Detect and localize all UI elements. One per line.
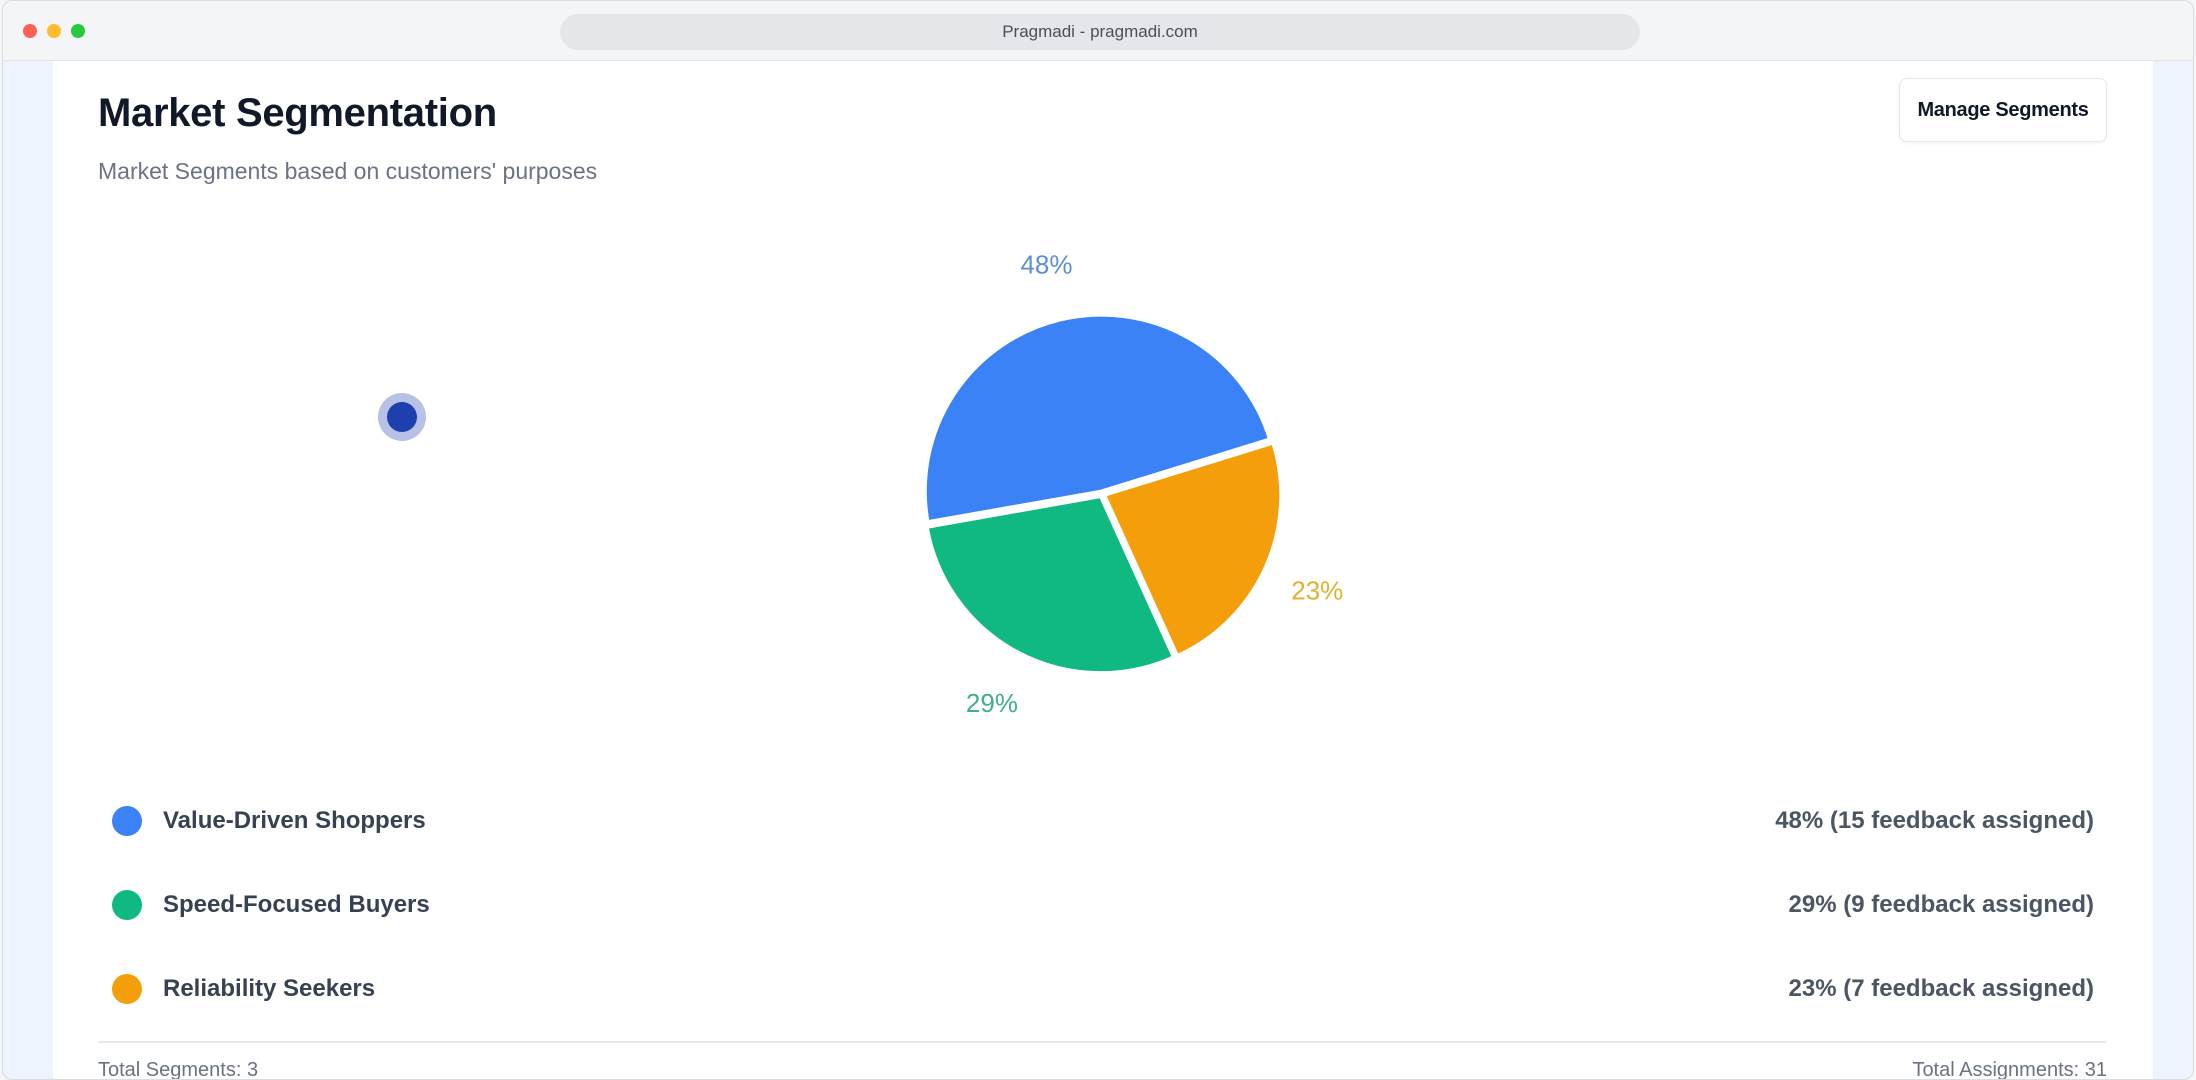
market-segmentation-panel: Market Segmentation Market Segments base… (53, 61, 2153, 1080)
legend-item-name: Value-Driven Shoppers (163, 807, 426, 834)
segment-pie-chart: 48% 23% 29% (923, 250, 1343, 718)
footer-divider (98, 1041, 2106, 1043)
browser-titlebar: Pragmadi - pragmadi.com (3, 1, 2193, 61)
segment-legend: Value-Driven Shoppers 48% (15 feedback as… (98, 781, 2106, 1033)
legend-color-dot (112, 890, 142, 920)
legend-item-name: Speed-Focused Buyers (163, 891, 430, 918)
pie-slice[interactable] (1102, 441, 1283, 658)
close-window-button[interactable] (23, 24, 37, 38)
pie-slice-label: 48% (1020, 250, 1072, 280)
legend-color-dot (112, 974, 142, 1004)
minimize-window-button[interactable] (47, 24, 61, 38)
legend-item-value: 29% (9 feedback assigned) (1788, 891, 2094, 918)
maximize-window-button[interactable] (71, 24, 85, 38)
address-bar[interactable]: Pragmadi - pragmadi.com (560, 14, 1640, 50)
legend-item-value: 48% (15 feedback assigned) (1775, 807, 2094, 834)
total-segments-text: Total Segments: 3 (98, 1059, 259, 1080)
legend-color-dot (112, 806, 142, 836)
legend-item: Speed-Focused Buyers 29% (9 feedback assi… (98, 865, 2106, 949)
legend-item-value: 23% (7 feedback assigned) (1788, 975, 2094, 1002)
pie-slice[interactable] (925, 494, 1176, 675)
manage-segments-button[interactable]: Manage Segments (1899, 78, 2107, 142)
pie-slice[interactable] (923, 313, 1272, 524)
pie-slice-label: 23% (1291, 576, 1343, 606)
pie-slice-label: 29% (966, 688, 1018, 718)
legend-item: Value-Driven Shoppers 48% (15 feedback as… (98, 781, 2106, 865)
total-assignments-text: Total Assignments: 31 (1912, 1059, 2107, 1080)
page-title: Market Segmentation (98, 91, 497, 135)
cursor-indicator (378, 393, 426, 441)
legend-item: Reliability Seekers 23% (7 feedback assig… (98, 949, 2106, 1033)
legend-item-name: Reliability Seekers (163, 975, 376, 1002)
page-subtitle: Market Segments based on customers' purp… (98, 158, 598, 184)
